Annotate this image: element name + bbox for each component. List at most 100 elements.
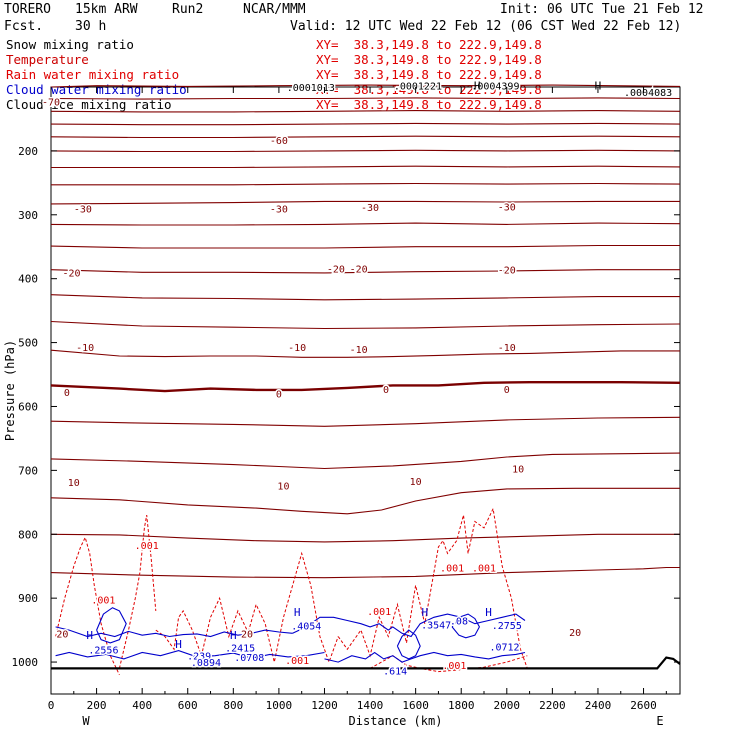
temperature-contour xyxy=(51,165,681,169)
y-axis-title: Pressure (hPa) xyxy=(3,340,17,441)
contour-label: 20 xyxy=(241,629,253,640)
contour-label: .001 xyxy=(91,595,115,606)
legend-item-name: Rain water mixing ratio xyxy=(6,67,180,82)
contour-label: 0 xyxy=(383,385,389,396)
contour-label: .0708 xyxy=(234,653,264,664)
valid-time: Valid: 12 UTC Wed 22 Feb 12 (06 CST Wed … xyxy=(290,19,682,34)
run-label: Run2 xyxy=(172,2,204,17)
legend-item-xy: XY= 38.3,149.8 to 222.9,149.8 xyxy=(316,97,542,112)
high-marker: H xyxy=(86,629,93,642)
contour-label: .2755 xyxy=(492,621,522,632)
contour-label: .239 xyxy=(187,652,211,663)
temperature-contour xyxy=(50,349,680,358)
contour-label: 20 xyxy=(569,628,581,639)
temperature-contour xyxy=(50,149,681,153)
rain-contour xyxy=(246,551,339,664)
cloud-water-contour xyxy=(96,607,127,644)
west-label: W xyxy=(82,714,90,728)
y-tick-label: 200 xyxy=(18,145,38,158)
org-label: NCAR/MMM xyxy=(243,2,306,17)
contour-label: -10 xyxy=(498,343,516,354)
contour-label: -10 xyxy=(288,343,306,354)
y-tick-label: 600 xyxy=(18,400,38,413)
fcst-label: Fcst. xyxy=(4,19,44,34)
rain-contour xyxy=(433,507,528,669)
x-tick-label: 1200 xyxy=(311,699,338,712)
rain-contour xyxy=(155,596,248,658)
contour-label: .08 xyxy=(450,617,468,628)
rain-contour xyxy=(337,572,435,658)
contour-label: -30 xyxy=(361,203,379,214)
x-tick-label: 400 xyxy=(132,699,152,712)
high-marker: H xyxy=(474,80,481,93)
legend-item-name: Temperature xyxy=(6,52,89,67)
contour-label: .0894 xyxy=(191,658,221,669)
legend-item-name: Cloud ice mixing ratio xyxy=(6,97,172,112)
contour-label: 10 xyxy=(68,478,80,489)
rain-contour xyxy=(118,515,157,669)
contour-label: .0001013 xyxy=(287,83,335,94)
rain-contour xyxy=(55,536,120,676)
x-tick-label: 1400 xyxy=(357,699,384,712)
cloud-water-contour xyxy=(55,650,325,660)
x-tick-label: 1600 xyxy=(402,699,429,712)
contour-label: .001 xyxy=(440,563,464,574)
cloud-water-contour xyxy=(451,613,481,639)
contour-label: .0004399 xyxy=(471,82,519,93)
temperature-contour xyxy=(50,222,681,226)
contour-label: .001 xyxy=(367,607,391,618)
y-tick-label: 700 xyxy=(18,464,38,477)
temperature-contour xyxy=(50,533,680,543)
contour-label: 0 xyxy=(276,390,282,401)
x-axis-title: Distance (km) xyxy=(349,714,443,728)
temperature-contour xyxy=(50,566,680,579)
contour-label: .001 xyxy=(442,661,466,672)
y-tick-label: 400 xyxy=(18,273,38,286)
init-time: Init: 06 UTC Tue 21 Feb 12 xyxy=(500,2,704,17)
x-tick-label: 200 xyxy=(87,699,107,712)
contour-label: -60 xyxy=(270,136,288,147)
contour-label: -70 xyxy=(42,98,60,109)
cloud-water-contour xyxy=(324,651,526,663)
temperature-contour xyxy=(50,122,681,126)
contour-label: 10 xyxy=(410,477,422,488)
model-name: TORERO xyxy=(4,2,51,17)
cloud-water-contour xyxy=(292,613,526,638)
temperature-contour xyxy=(50,200,680,205)
legend-item-xy: XY= 38.3,149.8 to 222.9,149.8 xyxy=(316,67,542,82)
legend-item-xy: XY= 38.3,149.8 to 222.9,149.8 xyxy=(316,52,542,67)
temperature-contour xyxy=(50,110,681,113)
contour-label: -10 xyxy=(76,343,94,354)
contour-label: -10 xyxy=(350,345,368,356)
legend-item-xy: XY= 38.3,149.8 to 222.9,149.8 xyxy=(316,37,542,52)
resolution: 15km ARW xyxy=(75,2,138,17)
y-tick-label: 500 xyxy=(18,337,38,350)
y-tick-label: 300 xyxy=(18,209,38,222)
high-marker: H xyxy=(294,606,301,619)
temperature-contour xyxy=(50,135,681,139)
contour-label: -30 xyxy=(498,202,516,213)
contour-label: 10 xyxy=(277,482,289,493)
contour-label: .001 xyxy=(472,563,496,574)
high-marker: H xyxy=(421,606,428,619)
temperature-contour xyxy=(50,269,680,274)
temperature-contour xyxy=(50,320,681,330)
plot-frame xyxy=(50,86,681,695)
contour-label: .3547 xyxy=(421,620,451,631)
contour-label: -20 xyxy=(327,264,345,275)
temperature-contour xyxy=(50,416,681,427)
temperature-contour xyxy=(50,97,681,100)
contour-label: .4054 xyxy=(291,622,321,633)
contour-label: .2415 xyxy=(225,643,255,654)
high-marker: H xyxy=(175,638,182,651)
contour-label: .001 xyxy=(135,541,159,552)
contour-label: .0712 xyxy=(489,643,519,654)
x-tick-label: 1000 xyxy=(266,699,293,712)
temperature-contour xyxy=(50,294,680,301)
contour-label: .614 xyxy=(383,666,407,677)
contour-label: -20 xyxy=(350,264,368,275)
high-marker: H xyxy=(485,606,492,619)
temperature-contour xyxy=(50,244,680,249)
x-tick-label: 2600 xyxy=(630,699,657,712)
